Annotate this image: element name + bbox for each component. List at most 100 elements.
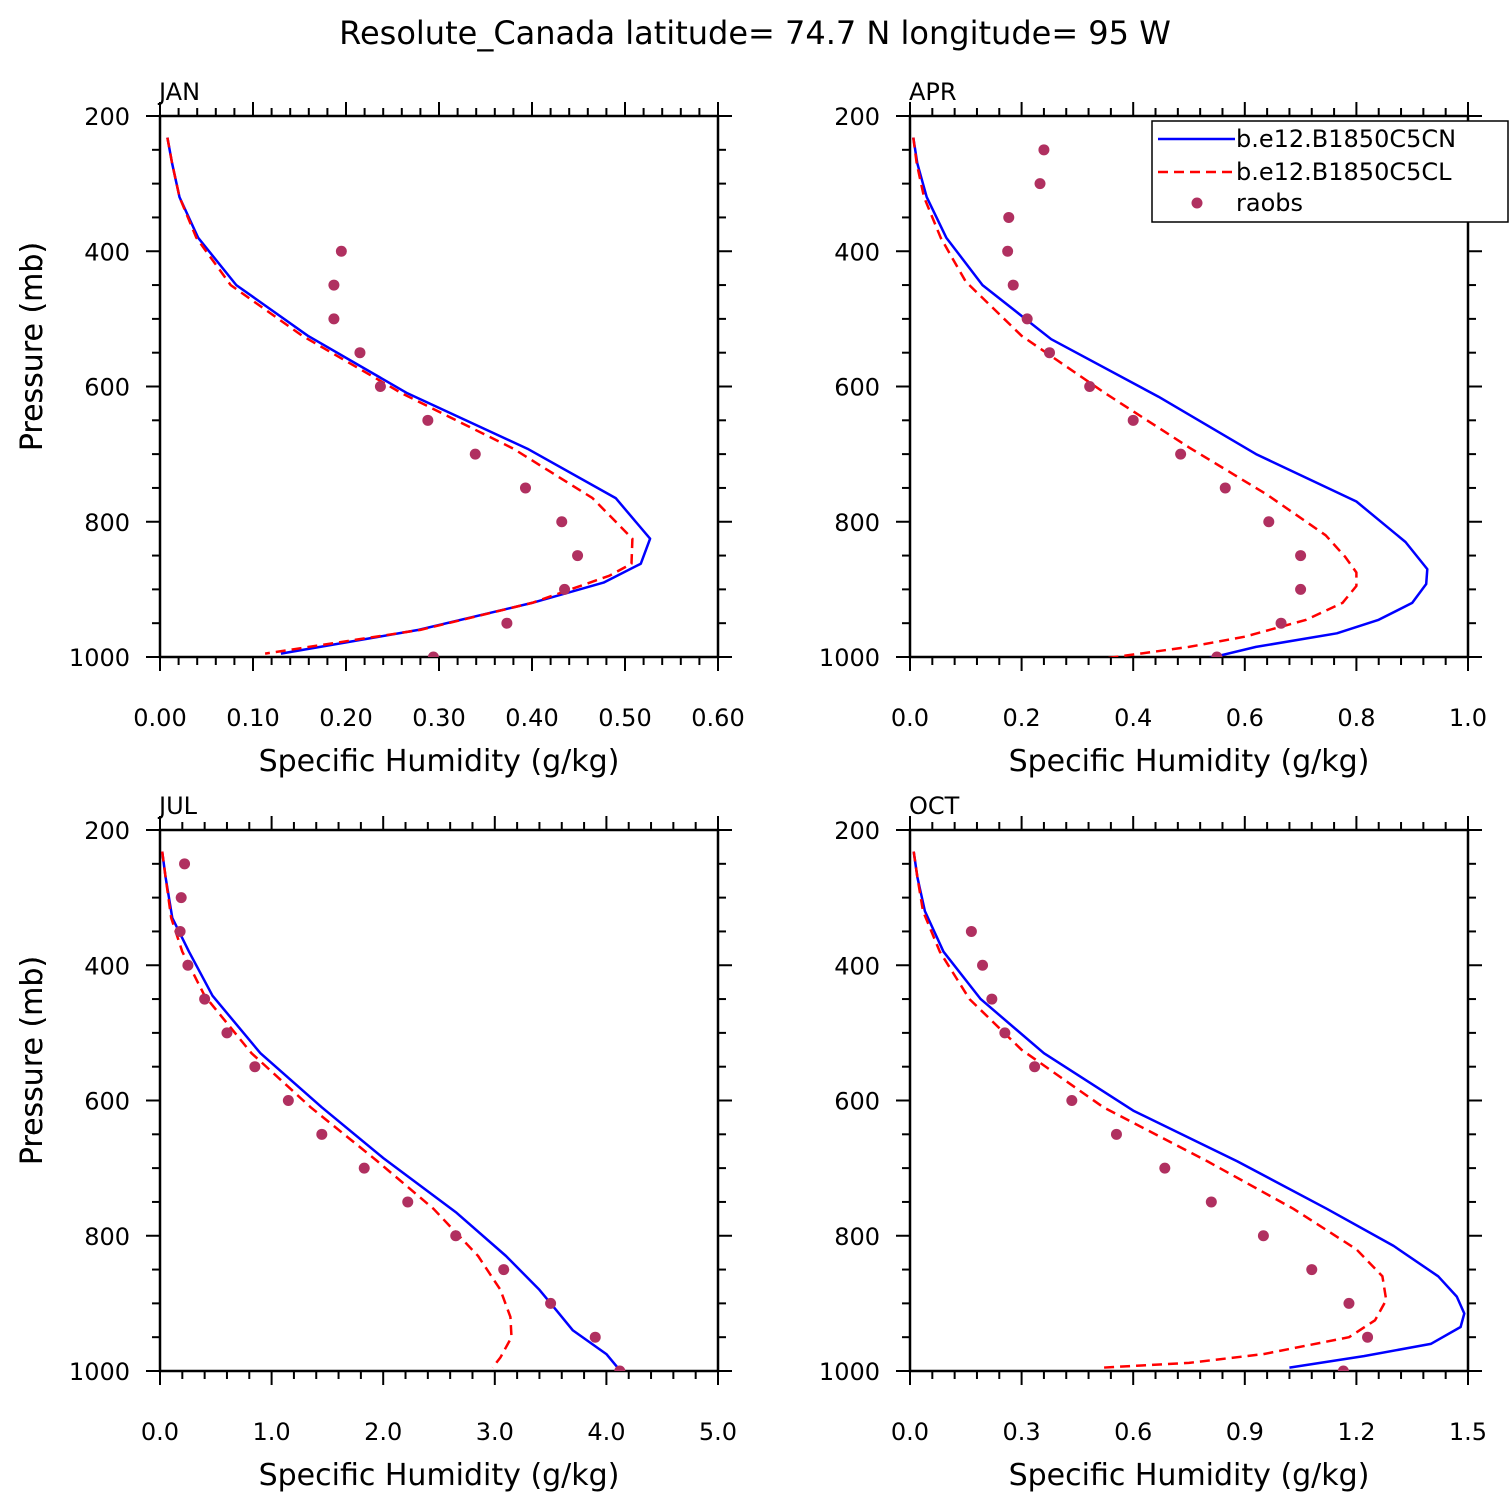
raobs-point <box>249 1061 261 1073</box>
panel-label: OCT <box>909 792 960 820</box>
raobs-point <box>1257 1230 1269 1242</box>
plot-frame <box>158 114 720 659</box>
raobs-point <box>999 1027 1011 1039</box>
raobs-point <box>1038 144 1050 156</box>
x-tick-label: 0.30 <box>412 704 465 732</box>
raobs-point <box>374 381 386 392</box>
y-axis-label: Pressure (mb) <box>15 242 50 451</box>
x-tick-label: 5.0 <box>699 1418 737 1446</box>
raobs-point <box>199 993 211 1005</box>
raobs-point <box>1295 583 1307 595</box>
y-tick-label: 200 <box>834 817 880 845</box>
raobs-point <box>358 1162 370 1174</box>
y-tick-label: 200 <box>84 103 130 131</box>
raobs-point <box>1295 550 1307 562</box>
series-line-cl <box>160 851 513 1369</box>
raobs-point <box>316 1128 328 1140</box>
raobs-point <box>1343 1297 1355 1309</box>
y-tick-label: 200 <box>84 817 130 845</box>
y-tick-label: 1000 <box>819 644 880 672</box>
raobs-point <box>175 892 187 904</box>
x-tick-label: 1.0 <box>253 1418 291 1446</box>
y-tick-label: 600 <box>84 374 130 402</box>
y-tick-label: 600 <box>834 1088 880 1116</box>
raobs-point <box>1021 313 1033 325</box>
y-tick-label: 400 <box>84 238 130 266</box>
raobs-point <box>1275 617 1287 629</box>
panel-label: JAN <box>157 78 200 106</box>
raobs-point <box>559 583 571 595</box>
raobs-point <box>1337 1365 1349 1371</box>
raobs-point <box>182 959 194 971</box>
raobs-point <box>1211 651 1223 657</box>
series-line-cl <box>166 137 634 655</box>
y-tick-label: 800 <box>834 509 880 537</box>
x-tick-label: 0.9 <box>1226 1418 1264 1446</box>
raobs-point <box>422 414 434 426</box>
legend-label-raobs: raobs <box>1236 189 1303 217</box>
raobs-point <box>1007 279 1019 291</box>
panel-label: APR <box>909 78 957 106</box>
raobs-point <box>572 550 584 562</box>
raobs-point <box>1175 448 1187 460</box>
x-tick-label: 0.20 <box>319 704 372 732</box>
panel-jan: 0.00 0.10 0.20 0.30 0.40 0.50 0.60 200 400 600 800… <box>15 78 745 779</box>
raobs-point <box>1066 1095 1078 1106</box>
x-tick-label: 4.0 <box>587 1418 625 1446</box>
x-tick-label: 0.8 <box>1337 704 1375 732</box>
y-tick-label: 200 <box>834 103 880 131</box>
raobs-point <box>1306 1264 1318 1276</box>
series-line-cn <box>160 851 619 1369</box>
y-tick-label: 1000 <box>819 1358 880 1386</box>
raobs-point <box>1044 347 1055 359</box>
legend: b.e12.B1850C5CN b.e12.B1850C5CL raobs <box>1151 120 1509 223</box>
x-axis-label: Specific Humidity (g/kg) <box>1009 744 1370 779</box>
legend-dot-raobs <box>1191 197 1203 209</box>
raobs-point <box>450 1230 462 1242</box>
x-tick-label: 1.0 <box>1449 704 1487 732</box>
y-tick-label: 800 <box>84 1223 130 1251</box>
raobs-point <box>1205 1196 1217 1208</box>
series-line-cn <box>912 851 1466 1369</box>
raobs-point <box>282 1095 294 1106</box>
x-tick-label: 0.50 <box>598 704 651 732</box>
raobs-point <box>519 482 531 494</box>
raobs-point <box>965 925 977 937</box>
series-line-cl <box>912 851 1388 1369</box>
x-tick-label: 0.0 <box>891 704 929 732</box>
figure-title: Resolute_Canada latitude= 74.7 N longitu… <box>339 14 1171 52</box>
raobs-point <box>1084 381 1096 392</box>
raobs-point <box>469 448 481 460</box>
panels: 0.00 0.10 0.20 0.30 0.40 0.50 0.60 200 400 600 800… <box>15 78 1487 1493</box>
x-tick-label: 0.6 <box>1226 704 1264 732</box>
series-group <box>166 137 652 657</box>
x-tick-label: 0.6 <box>1114 1418 1152 1446</box>
y-tick-label: 400 <box>84 952 130 980</box>
y-tick-label: 400 <box>834 952 880 980</box>
series-line-cn <box>166 137 652 655</box>
legend-label-cn: b.e12.B1850C5CN <box>1236 125 1456 153</box>
x-tick-label: 0.0 <box>141 1418 179 1446</box>
x-tick-label: 0.3 <box>1003 1418 1041 1446</box>
raobs-point <box>1110 1128 1122 1140</box>
raobs-point <box>1029 1061 1041 1073</box>
raobs-point <box>179 858 191 870</box>
raobs-point <box>427 651 439 657</box>
x-tick-label: 1.5 <box>1449 1418 1487 1446</box>
raobs-point <box>977 959 989 971</box>
x-tick-label: 0.10 <box>226 704 279 732</box>
panel-oct: 0.0 0.3 0.6 0.9 1.2 1.5 200 400 600 800 1000 OCT Spe… <box>15 792 1487 1493</box>
panel-label: JUL <box>157 792 198 820</box>
raobs-point <box>174 925 186 937</box>
x-axis-label: Specific Humidity (g/kg) <box>259 744 620 779</box>
raobs-point <box>1263 516 1275 528</box>
raobs-point <box>1034 178 1046 190</box>
series-group <box>160 851 626 1371</box>
x-tick-label: 0.4 <box>1114 704 1152 732</box>
y-tick-label: 600 <box>84 1088 130 1116</box>
x-tick-label: 0.60 <box>691 704 744 732</box>
x-tick-label: 2.0 <box>364 1418 402 1446</box>
raobs-point <box>402 1196 414 1208</box>
y-tick-label: 600 <box>834 374 880 402</box>
x-axis-label: Specific Humidity (g/kg) <box>1009 1458 1370 1493</box>
